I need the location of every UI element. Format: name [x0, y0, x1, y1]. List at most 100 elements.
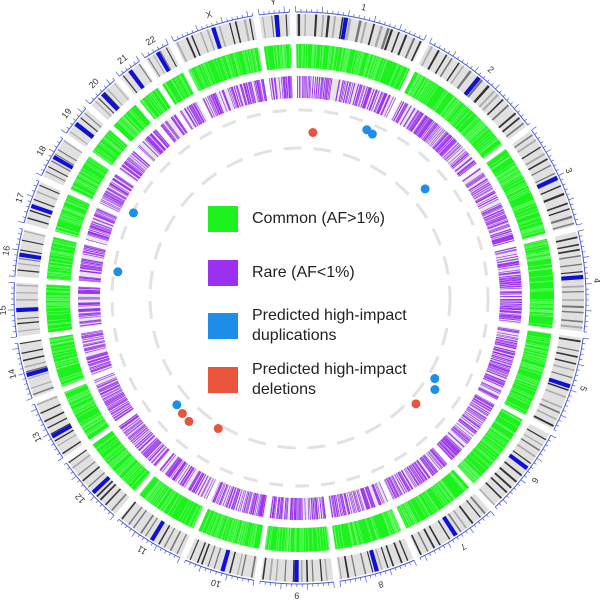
chr2-rare-variant	[433, 132, 449, 150]
chr5-common-variant	[526, 338, 551, 344]
chr2-tick	[499, 90, 502, 94]
chr1-tick	[373, 15, 377, 22]
chrY-rare-variant	[278, 76, 282, 99]
chr13-rare-variant	[103, 391, 124, 403]
chr12-common-variant	[103, 443, 123, 460]
chr7-rare-variant	[421, 456, 436, 475]
chr7-rare-variant	[414, 461, 428, 480]
chr13-rare-variant	[110, 402, 130, 415]
chr8-tick	[404, 564, 407, 568]
chr2-rare-variant	[424, 124, 439, 142]
chr5-common-variant	[521, 357, 546, 365]
chr17-rare-variant	[89, 226, 111, 235]
chr5-tick	[579, 358, 583, 361]
chr18-common-variant	[85, 161, 107, 175]
chr7-common-variant	[450, 471, 467, 490]
chr5-common-variant	[523, 353, 547, 360]
chr6-common-variant	[474, 447, 494, 464]
chr5-band	[557, 346, 580, 352]
chr16-band	[21, 239, 44, 246]
chr8-tick	[384, 570, 387, 575]
chr9-common-variant	[311, 527, 314, 552]
chr9-rare-variant	[315, 497, 318, 520]
chr9-rare-variant	[298, 497, 299, 520]
chr21-common-variant	[149, 92, 165, 113]
chr1-rare-variant	[374, 92, 384, 113]
chr8-rare-variant	[344, 492, 350, 515]
chr1-rare-variant	[355, 84, 363, 107]
chr10-tick	[184, 559, 186, 563]
chr12-rare-variant	[138, 435, 156, 452]
chr10-band	[207, 545, 216, 567]
chrY-rare-variant	[283, 76, 286, 99]
chr13-rare-variant	[99, 384, 121, 395]
guide-ring-0	[110, 108, 490, 488]
chr1-band	[404, 37, 416, 59]
chr2-common-variant	[431, 89, 447, 110]
chr5-tick	[553, 429, 557, 432]
chr1-band	[325, 15, 330, 38]
chr21-common-variant	[145, 96, 161, 116]
chr14-rare-variant	[87, 355, 109, 363]
chr5-common-bg	[504, 330, 552, 415]
chr20-common-variant	[121, 117, 139, 135]
chr4-common-variant	[526, 257, 551, 262]
chr6-common-variant	[459, 462, 478, 481]
chr3-common-variant	[512, 202, 536, 212]
chrY-common-variant	[280, 44, 283, 69]
chr11-common-variant	[192, 506, 204, 529]
chr5-rare-variant	[489, 360, 512, 368]
chr14-band	[30, 380, 52, 390]
chr5-common-variant	[516, 373, 540, 383]
chr11-rare-variant	[173, 462, 187, 481]
chr1-common-variant	[312, 44, 315, 69]
chr13-rare-variant	[93, 372, 115, 382]
chr7-common-variant	[439, 480, 455, 500]
chr6-rare-variant	[441, 439, 458, 456]
chr5-band	[551, 371, 573, 379]
chr13-common-variant	[86, 422, 107, 436]
chr9-common-variant	[267, 526, 272, 551]
chr6-rare-variant	[440, 439, 457, 456]
chr2-tick	[527, 122, 531, 126]
chr10-tick	[198, 566, 202, 573]
chr2-rare-variant	[416, 117, 431, 137]
chr7-tick	[452, 539, 455, 543]
chr1-common-variant	[326, 45, 330, 70]
chr11-common-variant	[191, 505, 203, 528]
chr14-common-variant	[51, 346, 76, 353]
chr6-centromere	[508, 453, 529, 471]
chr2-common-variant	[439, 96, 455, 116]
chr1-rare-variant	[335, 79, 341, 102]
chr5-rare-variant	[478, 386, 499, 398]
chr1-common-variant	[329, 46, 333, 70]
chr21-common-variant	[147, 94, 163, 114]
chr5-common-variant	[520, 362, 544, 370]
chr19-rare-variant	[128, 156, 146, 172]
chr5-band	[539, 403, 561, 414]
chr15-common-variant	[46, 303, 71, 306]
chr11-tick	[116, 519, 120, 522]
chr13-common-variant	[66, 389, 89, 399]
chr14-rare-variant	[86, 353, 108, 360]
chr18-common-variant	[77, 175, 99, 188]
chr12-tick	[95, 500, 99, 503]
chr3-rare-variant	[478, 196, 498, 208]
chr21-common-variant	[157, 87, 171, 108]
chr7-common-variant	[416, 495, 430, 517]
chr8-common-variant	[386, 511, 396, 534]
chr10-rare-variant	[212, 481, 222, 503]
chr7-band	[411, 534, 422, 556]
chr10-tick	[189, 562, 191, 566]
chr9-band	[306, 559, 309, 582]
chr16-rare-variant	[84, 244, 106, 250]
chr19-rare-variant	[125, 159, 144, 175]
chr6-common-variant	[490, 426, 512, 440]
chr6-tick	[536, 457, 543, 462]
chrX-rare-variant	[239, 84, 247, 106]
chr4-common-variant	[524, 243, 549, 249]
chr6-common-variant	[500, 409, 523, 422]
chr7-rare-variant	[401, 469, 414, 490]
chr6-common-variant	[465, 457, 483, 475]
chr11-rare-variant	[175, 463, 188, 482]
